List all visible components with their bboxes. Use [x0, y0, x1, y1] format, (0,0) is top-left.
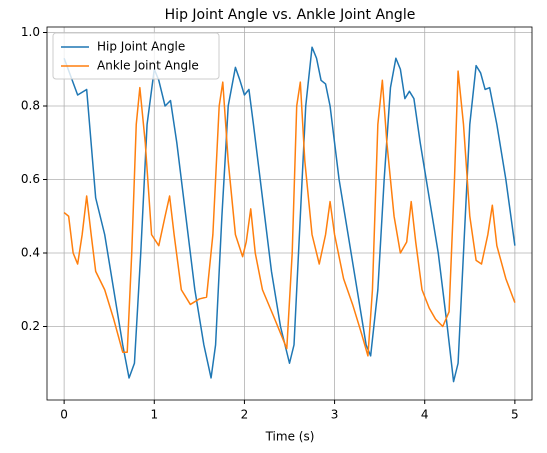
legend-label: Ankle Joint Angle	[97, 59, 199, 73]
y-tick-label: 0.2	[21, 319, 40, 333]
x-tick-label: 3	[331, 408, 339, 422]
y-tick-label: 0.4	[21, 246, 40, 260]
y-tick-label: 0.6	[21, 172, 40, 186]
x-tick-label: 4	[421, 408, 429, 422]
series-line	[63, 70, 516, 357]
y-tick-label: 0.8	[21, 99, 40, 113]
y-tick-label: 1.0	[21, 25, 40, 39]
x-tick-label: 5	[511, 408, 519, 422]
plot-frame	[46, 26, 533, 401]
series-line	[63, 46, 516, 383]
x-tick-label: 1	[150, 408, 158, 422]
x-axis-label: Time (s)	[265, 430, 315, 444]
legend-box	[52, 32, 220, 80]
chart-title: Hip Joint Angle vs. Ankle Joint Angle	[165, 7, 416, 23]
legend-label: Hip Joint Angle	[97, 40, 185, 54]
x-tick-label: 2	[241, 408, 249, 422]
x-tick-label: 0	[60, 408, 68, 422]
